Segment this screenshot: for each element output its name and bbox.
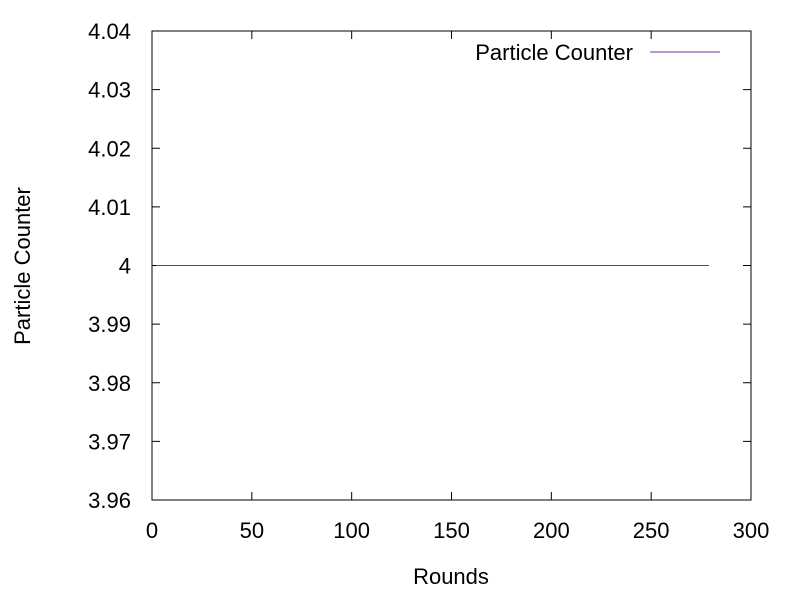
y-tick-label: 4.01 [88,195,131,220]
y-tick-label: 4.02 [88,136,131,161]
x-tick-label: 100 [333,518,370,543]
x-tick-label: 200 [533,518,570,543]
legend-label: Particle Counter [475,40,633,65]
y-tick-labels: 3.96 3.97 3.98 3.99 4 4.01 4.02 4.03 4.04 [88,19,131,513]
y-tick-label: 4.03 [88,78,131,103]
y-tick-label: 3.97 [88,429,131,454]
x-tick-label: 250 [633,518,670,543]
y-tick-label: 4.04 [88,19,131,44]
x-tick-label: 150 [433,518,470,543]
y-tick-label: 3.98 [88,371,131,396]
x-tick-labels: 0 50 100 150 200 250 300 [146,518,769,543]
x-tick-label: 50 [240,518,264,543]
y-tick-label: 3.99 [88,312,131,337]
axis-ticks [151,30,752,501]
x-tick-label: 0 [146,518,158,543]
y-axis-title: Particle Counter [10,187,35,345]
y-tick-label: 3.96 [88,488,131,513]
x-tick-label: 300 [733,518,770,543]
y-tick-label: 4 [119,254,131,279]
legend: Particle Counter [475,40,720,65]
x-axis-title: Rounds [413,564,489,589]
